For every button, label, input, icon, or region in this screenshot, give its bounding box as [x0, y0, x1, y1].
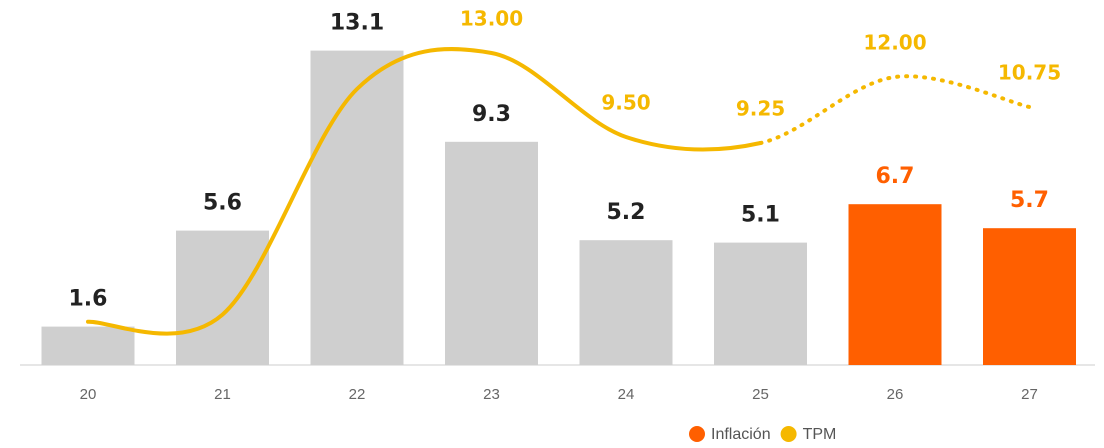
- x-tick-label: 21: [214, 386, 231, 403]
- x-tick-label: 27: [1021, 386, 1038, 403]
- legend-marker: [689, 426, 705, 442]
- bar: [848, 204, 942, 365]
- line-label: 10.75: [998, 61, 1061, 85]
- bar-label: 5.1: [741, 203, 780, 228]
- x-tick-label: 23: [483, 386, 500, 403]
- bar-label: 5.6: [203, 191, 242, 216]
- bar-label: 13.1: [330, 11, 384, 36]
- line: [86, 47, 763, 336]
- bar: [176, 230, 269, 365]
- x-tick-label: 22: [349, 386, 366, 403]
- bar: [41, 326, 135, 365]
- x-tick-label: 24: [618, 386, 635, 403]
- x-tick-label: 20: [80, 386, 97, 403]
- bar-label: 9.3: [472, 102, 511, 127]
- line-forecast: [758, 74, 1032, 145]
- bar: [310, 50, 404, 365]
- bar-label: 5.2: [607, 200, 646, 225]
- legend-label: Inflación: [711, 426, 771, 443]
- legend-label: TPM: [803, 426, 837, 443]
- line-label: 12.00: [863, 31, 926, 55]
- bar-label: 5.7: [1010, 188, 1049, 213]
- x-tick-label: 25: [752, 386, 769, 403]
- line-label: 9.25: [736, 97, 785, 121]
- bar-label: 6.7: [876, 164, 915, 189]
- bar: [579, 240, 673, 365]
- line-label: 9.50: [601, 91, 650, 115]
- bar-label: 1.6: [69, 287, 108, 312]
- line-label: 13.00: [460, 7, 523, 31]
- legend-marker: [780, 426, 797, 442]
- x-tick-label: 26: [887, 386, 904, 403]
- bar: [983, 228, 1076, 365]
- bar: [714, 242, 807, 365]
- bar: [445, 141, 538, 365]
